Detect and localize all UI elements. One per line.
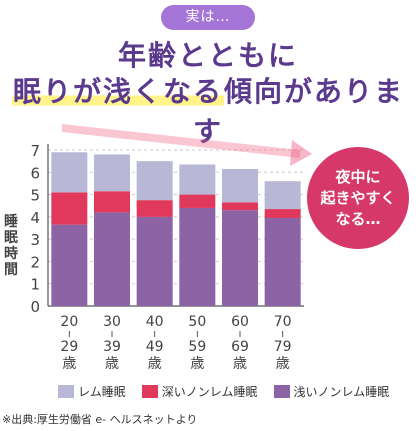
y-tick-label-2: 2 xyxy=(30,253,40,271)
x-label-end-3: 49 xyxy=(146,339,164,355)
legend-rem-label: レム睡眠 xyxy=(78,384,126,399)
headline-highlight: 眠りが浅くなる xyxy=(11,75,224,108)
x-label-start-3: 40 xyxy=(146,314,164,330)
x-label-end-5: 69 xyxy=(231,339,249,355)
bar-rem-5 xyxy=(222,168,258,203)
bubble-line-3: なる… xyxy=(335,209,381,228)
legend-light-nonrem-swatch xyxy=(273,384,290,398)
headline-rest: 傾向があります xyxy=(192,75,405,148)
y-tick-label-0: 0 xyxy=(30,298,40,316)
x-label-unit-6: 歳 xyxy=(276,356,290,372)
bar-rem-3 xyxy=(136,161,173,201)
y-tick-label-3: 3 xyxy=(30,231,40,249)
bar-light-nonrem-2 xyxy=(94,212,130,306)
bar-deep-nonrem-6 xyxy=(264,209,301,218)
intro-badge: 実は… xyxy=(161,5,255,30)
legend-light-nonrem: 浅いノンレム睡眠 xyxy=(273,383,390,400)
bar-deep-nonrem-1 xyxy=(51,192,88,225)
bar-deep-nonrem-2 xyxy=(94,191,130,213)
source-note: ※出典:厚生労働省 e- ヘルスネットより xyxy=(2,413,198,426)
bubble-line-1: 夜中に xyxy=(335,167,381,186)
legend-rem-swatch xyxy=(58,384,74,398)
legend-deep-nonrem-label: 深いノンレム睡眠 xyxy=(161,384,258,399)
y-tick-label-5: 5 xyxy=(30,187,40,205)
legend-rem: レム睡眠 xyxy=(58,383,126,400)
x-label-unit-5: 歳 xyxy=(233,356,247,372)
y-axis-title: 睡眠時間 xyxy=(4,214,18,278)
x-label-end-1: 29 xyxy=(60,339,78,355)
headline-line-1: 年齢とともに xyxy=(117,39,298,72)
bar-rem-1 xyxy=(51,152,88,193)
trend-arrow-shaft xyxy=(62,124,300,158)
x-label-start-2: 30 xyxy=(103,314,121,330)
legend-deep-nonrem: 深いノンレム睡眠 xyxy=(141,383,258,400)
bar-light-nonrem-5 xyxy=(222,210,258,306)
bar-rem-4 xyxy=(179,164,216,195)
x-label-unit-2: 歳 xyxy=(105,356,119,372)
y-tick-label-4: 4 xyxy=(30,209,40,227)
x-label-unit-3: 歳 xyxy=(148,356,162,372)
bar-rem-2 xyxy=(94,154,130,192)
x-label-end-6: 79 xyxy=(274,339,292,355)
bar-deep-nonrem-4 xyxy=(179,194,216,208)
bar-light-nonrem-4 xyxy=(179,207,216,306)
x-label-end-2: 39 xyxy=(103,339,121,355)
headline-line-2: 眠りが浅くなる傾向があります xyxy=(0,70,416,150)
bar-light-nonrem-6 xyxy=(264,217,301,306)
x-label-start-6: 70 xyxy=(274,314,292,330)
x-label-start-4: 50 xyxy=(188,314,206,330)
x-label-start-5: 60 xyxy=(231,314,249,330)
bar-light-nonrem-1 xyxy=(51,224,88,306)
bar-rem-6 xyxy=(264,181,301,210)
legend-deep-nonrem-swatch xyxy=(141,384,158,398)
y-tick-label-7: 7 xyxy=(30,142,40,160)
x-label-start-1: 20 xyxy=(60,314,78,330)
wake-up-bubble: 夜中に 起きやすく なる… xyxy=(307,147,409,249)
bar-light-nonrem-3 xyxy=(136,216,173,306)
bar-deep-nonrem-3 xyxy=(136,200,173,217)
y-tick-label-6: 6 xyxy=(30,164,40,182)
y-tick-label-1: 1 xyxy=(30,276,40,294)
x-label-end-4: 59 xyxy=(188,339,206,355)
bar-deep-nonrem-5 xyxy=(222,202,258,211)
trend-arrow-head xyxy=(290,140,312,166)
legend-light-nonrem-label: 浅いノンレム睡眠 xyxy=(293,384,390,399)
bubble-line-2: 起きやすく xyxy=(320,188,396,207)
chart-legend: レム睡眠 深いノンレム睡眠 浅いノンレム睡眠 xyxy=(58,383,405,399)
x-label-unit-4: 歳 xyxy=(190,356,204,372)
x-label-unit-1: 歳 xyxy=(62,356,76,372)
